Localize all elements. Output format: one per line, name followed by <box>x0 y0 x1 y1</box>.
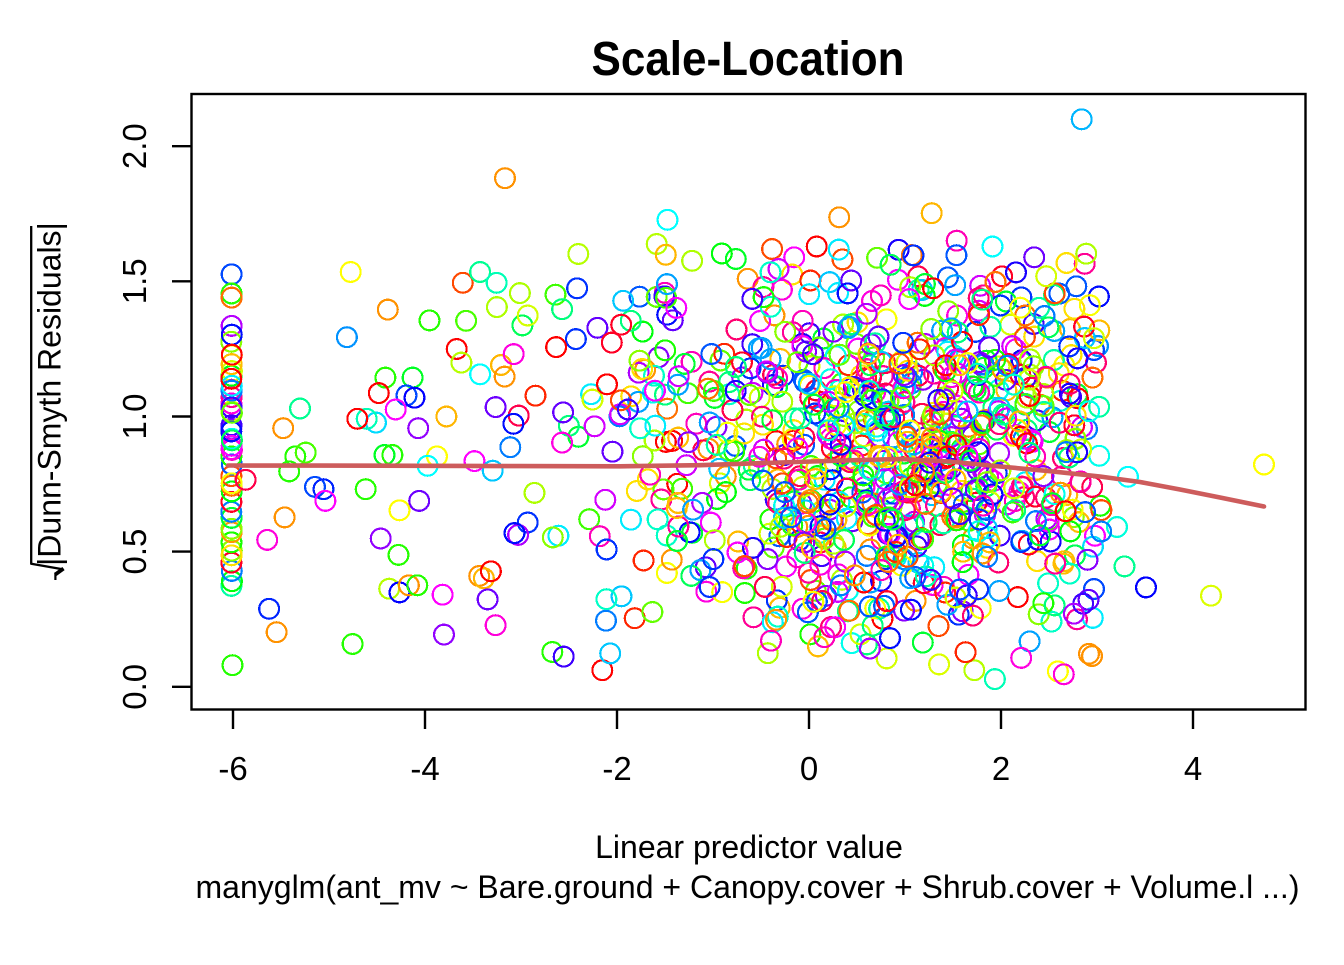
svg-text:-2: -2 <box>602 750 631 787</box>
svg-text:2.0: 2.0 <box>116 123 153 169</box>
svg-text:1.5: 1.5 <box>116 258 153 304</box>
svg-text:1.0: 1.0 <box>116 394 153 440</box>
svg-text:-6: -6 <box>218 750 247 787</box>
svg-text:4: 4 <box>1184 750 1202 787</box>
svg-text:-4: -4 <box>410 750 439 787</box>
svg-text:|Dunn-Smyth Residuals|: |Dunn-Smyth Residuals| <box>32 222 68 566</box>
svg-text:0.5: 0.5 <box>116 529 153 575</box>
svg-text:2: 2 <box>992 750 1010 787</box>
svg-text:Linear predictor value: Linear predictor value <box>595 829 903 865</box>
svg-text:manyglm(ant_mv ~ Bare.ground +: manyglm(ant_mv ~ Bare.ground + Canopy.co… <box>196 869 1300 905</box>
svg-text:0: 0 <box>800 750 818 787</box>
svg-text:0.0: 0.0 <box>116 664 153 710</box>
svg-text:Scale-Location: Scale-Location <box>592 33 905 86</box>
